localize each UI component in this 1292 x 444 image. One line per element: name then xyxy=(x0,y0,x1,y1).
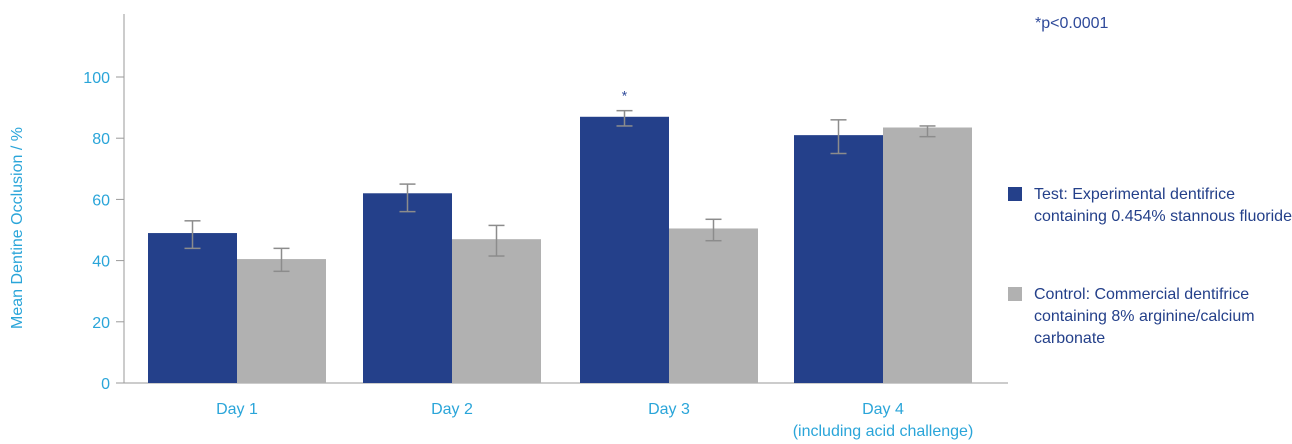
bar-test-1 xyxy=(148,233,237,383)
y-tick-label: 0 xyxy=(101,376,110,393)
bar-test-3 xyxy=(580,116,669,383)
x-tick-label: Day 2 xyxy=(431,401,473,418)
legend-label-control: Control: Commercial dentifrice containin… xyxy=(1034,286,1255,347)
bar-control-2 xyxy=(452,239,541,383)
p-value-note: *p<0.0001 xyxy=(1035,15,1109,32)
bar-control-4 xyxy=(883,127,972,384)
y-tick-label: 60 xyxy=(92,192,110,209)
plot-area: 0 20 40 60 80 100 Day 1 Day 2 Day 3 Day 4 (includi… xyxy=(83,14,1008,440)
y-tick-label: 40 xyxy=(92,254,110,271)
y-tick-label: 20 xyxy=(92,315,110,332)
bar-test-4 xyxy=(794,135,883,383)
x-tick-label: Day 3 xyxy=(648,401,690,418)
bar-control-1 xyxy=(237,259,326,383)
bar-control-3 xyxy=(669,228,758,383)
bar-test-2 xyxy=(363,193,452,383)
legend-swatch-test xyxy=(1008,187,1022,201)
y-tick-label: 100 xyxy=(83,70,110,87)
y-axis-title: Mean Dentine Occlusion / % xyxy=(9,127,26,329)
x-tick-label: Day 4 xyxy=(862,401,904,418)
y-tick-label: 80 xyxy=(92,131,110,148)
legend-swatch-control xyxy=(1008,287,1022,301)
x-tick-label: Day 1 xyxy=(216,401,258,418)
significance-marker: * xyxy=(622,88,628,104)
x-tick-sublabel: (including acid challenge) xyxy=(793,423,974,440)
legend-label-test: Test: Experimental dentifrice containing… xyxy=(1034,186,1292,225)
